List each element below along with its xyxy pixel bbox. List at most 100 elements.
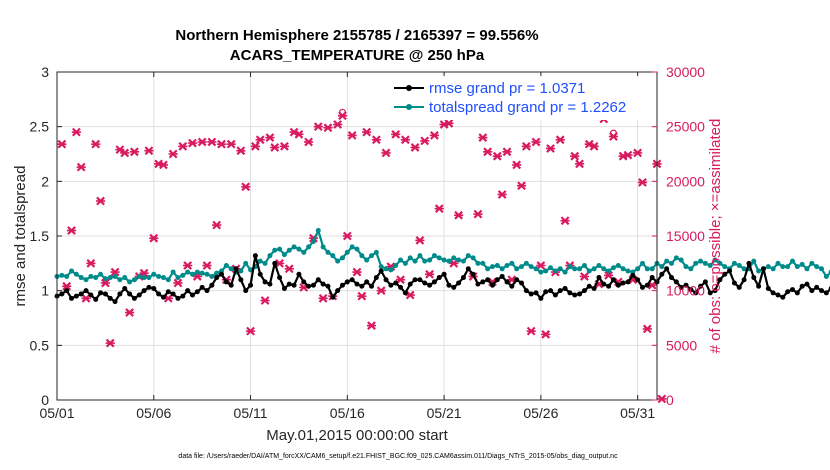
- rmse-point: [485, 277, 491, 283]
- legend-spread-label: totalspread grand pr = 1.2262: [429, 99, 626, 116]
- rmse-point: [156, 291, 162, 297]
- spread-point: [165, 277, 171, 283]
- spread-point: [320, 244, 326, 250]
- spread-point: [291, 244, 297, 250]
- spread-point: [262, 260, 268, 266]
- spread-point: [383, 266, 389, 272]
- spread-point: [460, 258, 466, 264]
- rmse-point: [69, 295, 75, 301]
- rmse-point: [659, 271, 665, 277]
- spread-point: [756, 268, 762, 274]
- rmse-point: [160, 294, 166, 300]
- obs-assimilated-point: [120, 148, 130, 158]
- rmse-point: [209, 282, 215, 288]
- rmse-point: [335, 288, 341, 294]
- x-tick-label: 05/01: [39, 405, 74, 421]
- spread-point: [78, 275, 84, 281]
- data-file-footnote: data file: /Users/raeder/DAI/ATM_forcXX/…: [178, 453, 618, 460]
- obs-assimilated-point: [168, 149, 178, 159]
- spread-point: [330, 253, 336, 259]
- spread-point: [596, 263, 602, 269]
- rmse-point: [809, 288, 815, 294]
- obs-assimilated-point: [255, 135, 265, 145]
- rmse-point: [431, 279, 437, 285]
- spread-point: [722, 264, 728, 270]
- obs-assimilated-point: [124, 308, 135, 317]
- spread-point: [741, 266, 747, 272]
- obs-assimilated-point: [279, 141, 290, 151]
- obs-assimilated-point: [492, 151, 502, 161]
- obs-assimilated-point: [236, 146, 246, 156]
- rmse-point: [83, 288, 89, 294]
- spread-point: [789, 258, 795, 264]
- spread-point: [199, 270, 205, 276]
- rmse-point: [199, 284, 205, 290]
- rmse-point: [625, 279, 631, 285]
- spread-point: [562, 269, 568, 275]
- rmse-point: [649, 275, 655, 281]
- y-right-tick-label: 25000: [666, 119, 705, 135]
- spread-point: [296, 246, 302, 252]
- obs-assimilated-point: [95, 196, 106, 206]
- rmse-point: [257, 271, 263, 277]
- spread-point: [209, 273, 215, 279]
- rmse-point: [141, 288, 147, 294]
- spread-point: [267, 253, 273, 259]
- spread-point: [281, 252, 287, 258]
- rmse-point: [325, 283, 331, 289]
- spread-point: [243, 260, 249, 266]
- spread-point: [456, 257, 462, 263]
- spread-point: [620, 266, 626, 272]
- obs-assimilated-point: [318, 293, 328, 303]
- spread-point: [819, 266, 825, 272]
- spread-point: [427, 257, 433, 263]
- obs-assimilated-point: [313, 122, 323, 132]
- spread-point: [533, 266, 539, 272]
- spread-point: [315, 228, 321, 234]
- spread-point: [669, 260, 675, 266]
- rmse-point: [248, 282, 254, 288]
- y-right-tick-label: 5000: [666, 337, 697, 353]
- obs-assimilated-point: [531, 137, 541, 147]
- obs-assimilated-point: [400, 135, 410, 145]
- rmse-point: [364, 279, 370, 285]
- rmse-point: [151, 285, 157, 291]
- spread-point: [489, 264, 495, 270]
- spread-point: [509, 260, 515, 266]
- spread-point: [136, 273, 142, 279]
- spread-point: [73, 271, 79, 277]
- spread-point: [577, 266, 583, 272]
- rmse-point: [756, 283, 762, 289]
- right-y-axis-label: # of obs: o=possible; ×=assimilated: [707, 119, 724, 354]
- obs-assimilated-point: [454, 210, 464, 220]
- spread-point: [693, 260, 699, 266]
- spread-point: [523, 260, 529, 266]
- rmse-point: [359, 283, 365, 289]
- obs-assimilated-point: [516, 181, 527, 191]
- obs-assimilated-point: [62, 281, 72, 291]
- spread-point: [717, 260, 723, 266]
- obs-assimilated-point: [212, 220, 222, 230]
- spread-point: [475, 260, 481, 266]
- rmse-point: [741, 277, 747, 283]
- spread-point: [228, 266, 234, 272]
- obs-assimilated-point: [284, 264, 294, 274]
- rmse-point: [717, 277, 723, 283]
- spread-point: [480, 260, 486, 266]
- spread-point: [765, 264, 771, 270]
- spread-point: [417, 253, 423, 259]
- rmse-point: [669, 275, 675, 281]
- rmse-point: [306, 283, 312, 289]
- rmse-point: [291, 282, 297, 288]
- spread-point: [402, 260, 408, 266]
- obs-assimilated-point: [57, 139, 67, 149]
- rmse-point: [819, 288, 825, 294]
- obs-assimilated-point: [366, 321, 377, 331]
- spread-point: [543, 268, 549, 274]
- obs-assimilated-point: [589, 141, 599, 151]
- obs-assimilated-point: [173, 278, 183, 288]
- rmse-point: [252, 253, 258, 259]
- spread-point: [175, 275, 181, 281]
- rmse-point: [349, 277, 355, 283]
